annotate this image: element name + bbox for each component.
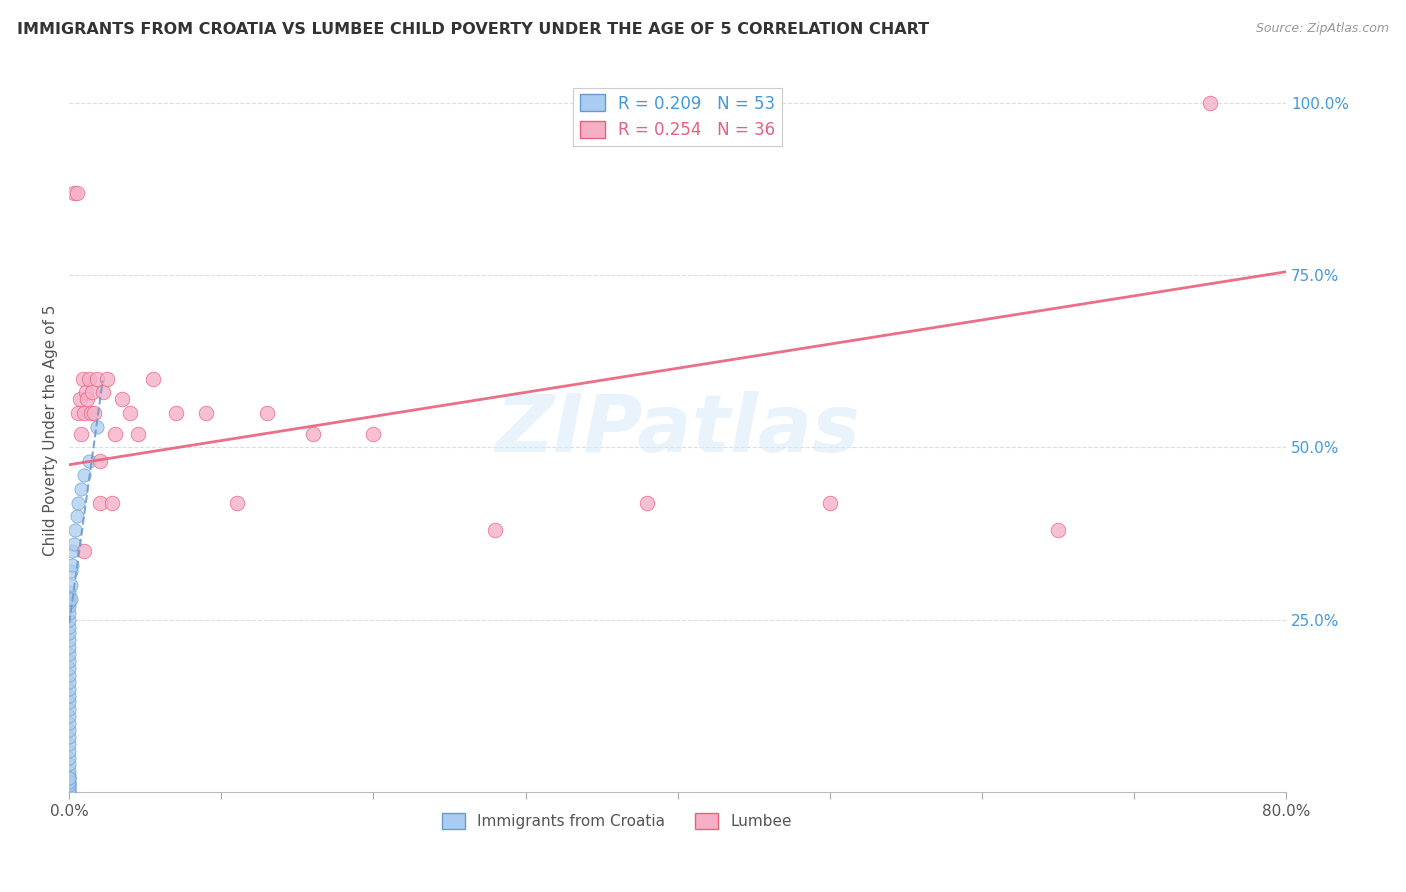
Point: [77, 371, 100, 385]
Point: [59, 565, 82, 579]
Point: [89, 454, 111, 468]
Point: [225, 495, 247, 509]
Point: [104, 426, 127, 441]
Point: [69, 392, 91, 407]
Point: [76, 392, 98, 407]
Point: [58, 771, 80, 785]
Point: [58, 709, 80, 723]
Point: [58, 654, 80, 668]
Point: [58, 681, 80, 696]
Text: Source: ZipAtlas.com: Source: ZipAtlas.com: [1256, 22, 1389, 36]
Point: [484, 523, 506, 537]
Text: IMMIGRANTS FROM CROATIA VS LUMBEE CHILD POVERTY UNDER THE AGE OF 5 CORRELATION C: IMMIGRANTS FROM CROATIA VS LUMBEE CHILD …: [17, 22, 929, 37]
Point: [58, 633, 80, 648]
Point: [60, 558, 83, 572]
Point: [96, 371, 118, 385]
Point: [58, 723, 80, 737]
Point: [58, 771, 80, 785]
Point: [142, 371, 165, 385]
Point: [73, 544, 96, 558]
Point: [59, 592, 82, 607]
Point: [73, 406, 96, 420]
Point: [58, 589, 80, 603]
Point: [58, 768, 80, 782]
Point: [91, 385, 114, 400]
Point: [72, 371, 94, 385]
Point: [86, 419, 108, 434]
Point: [67, 495, 90, 509]
Point: [67, 406, 90, 420]
Point: [58, 774, 80, 789]
Point: [70, 482, 93, 496]
Point: [58, 785, 80, 799]
Point: [127, 426, 149, 441]
Point: [301, 426, 323, 441]
Point: [58, 626, 80, 640]
Text: ZIPatlas: ZIPatlas: [495, 392, 860, 469]
Point: [58, 730, 80, 744]
Point: [58, 595, 80, 609]
Point: [363, 426, 385, 441]
Point: [62, 537, 84, 551]
Point: [58, 778, 80, 792]
Point: [73, 468, 96, 483]
Point: [58, 744, 80, 758]
Point: [58, 785, 80, 799]
Legend: Immigrants from Croatia, Lumbee: Immigrants from Croatia, Lumbee: [436, 806, 799, 835]
Point: [58, 778, 80, 792]
Point: [58, 585, 80, 599]
Point: [58, 695, 80, 709]
Point: [89, 495, 111, 509]
Point: [165, 406, 187, 420]
Point: [58, 781, 80, 796]
Point: [66, 186, 89, 200]
Point: [58, 606, 80, 620]
Point: [58, 774, 80, 789]
Point: [58, 668, 80, 682]
Point: [58, 640, 80, 655]
Point: [818, 495, 841, 509]
Point: [58, 592, 80, 607]
Point: [58, 781, 80, 796]
Point: [66, 509, 89, 524]
Point: [58, 757, 80, 772]
Point: [60, 544, 83, 558]
Point: [86, 371, 108, 385]
Point: [70, 426, 93, 441]
Point: [120, 406, 142, 420]
Point: [65, 523, 87, 537]
Point: [58, 764, 80, 779]
Point: [58, 716, 80, 731]
Point: [58, 661, 80, 675]
Point: [83, 406, 105, 420]
Point: [62, 186, 84, 200]
Point: [1046, 523, 1069, 537]
Point: [58, 702, 80, 716]
Point: [79, 406, 101, 420]
Point: [58, 647, 80, 661]
Y-axis label: Child Poverty Under the Age of 5: Child Poverty Under the Age of 5: [44, 304, 58, 556]
Point: [58, 619, 80, 633]
Point: [58, 689, 80, 703]
Point: [101, 495, 124, 509]
Point: [636, 495, 658, 509]
Point: [1199, 95, 1222, 110]
Point: [256, 406, 278, 420]
Point: [111, 392, 134, 407]
Point: [75, 385, 97, 400]
Point: [58, 674, 80, 689]
Point: [58, 613, 80, 627]
Point: [195, 406, 218, 420]
Point: [58, 750, 80, 764]
Point: [80, 385, 103, 400]
Point: [59, 578, 82, 592]
Point: [77, 454, 100, 468]
Point: [58, 599, 80, 613]
Point: [58, 737, 80, 751]
